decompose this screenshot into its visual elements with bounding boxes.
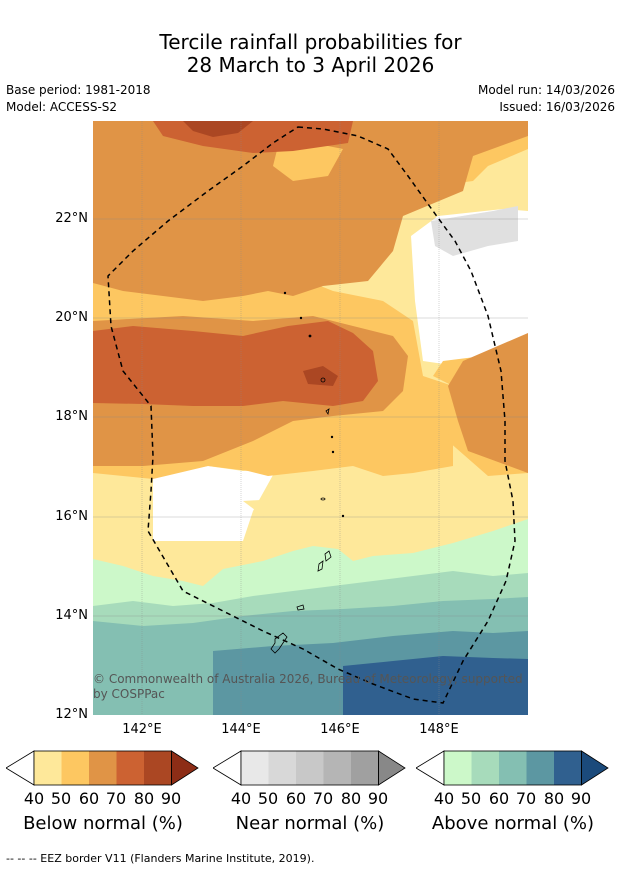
above-normal-label: Above normal (%) [431, 813, 595, 834]
map-title-line-1: Tercile rainfall probabilities for [159, 30, 462, 54]
colorbar-below-normal [6, 750, 199, 786]
lat-label-22n: 22°N [55, 211, 88, 226]
below-tick-50: 50 [50, 789, 72, 808]
above-swatch-3 [499, 751, 527, 785]
above-tick-40: 40 [433, 789, 455, 808]
near-tick-40: 40 [230, 789, 252, 808]
above-tick-80: 80 [543, 789, 565, 808]
near-swatch-6 [378, 751, 405, 785]
region-below-40-50-south [243, 496, 453, 531]
region-near-normal-east [431, 206, 518, 256]
near-swatch-3 [296, 751, 324, 785]
lat-label-12n: 12°N [55, 707, 88, 722]
lon-label-144e: 144°E [221, 722, 261, 737]
region-below-80-90-north [183, 121, 253, 137]
above-swatch-5 [554, 751, 582, 785]
probability-map [93, 121, 528, 715]
below-swatch-5 [144, 751, 172, 785]
region-no-signal-central [153, 466, 278, 541]
below-tick-60: 60 [78, 789, 100, 808]
region-below-80-90-central [303, 366, 338, 386]
lon-label-142e: 142°E [122, 722, 162, 737]
region-below-60-70-east [448, 333, 528, 473]
near-swatch-1 [241, 751, 269, 785]
near-swatch-5 [351, 751, 379, 785]
below-swatch-1 [34, 751, 62, 785]
near-swatch-4 [323, 751, 351, 785]
near-tick-50: 50 [257, 789, 279, 808]
lat-label-18n: 18°N [55, 409, 88, 424]
issued-date: Issued: 16/03/2026 [499, 100, 615, 114]
map-credit: © Commonwealth of Australia 2026, Bureau… [93, 672, 523, 702]
model-name: Model: ACCESS-S2 [6, 100, 118, 114]
below-swatch-2 [61, 751, 89, 785]
near-normal-label: Near normal (%) [235, 813, 385, 834]
model-run-date: Model run: 14/03/2026 [477, 83, 615, 97]
above-swatch-2 [471, 751, 499, 785]
above-tick-70: 70 [515, 789, 537, 808]
below-swatch-3 [89, 751, 117, 785]
near-tick-70: 70 [312, 789, 334, 808]
credit-line-2: by COSPPac [93, 687, 165, 701]
above-tick-60: 60 [488, 789, 510, 808]
above-swatch-1 [444, 751, 472, 785]
eez-footnote: -- -- -- EEZ border V11 (Flanders Marine… [6, 852, 315, 865]
lat-label-20n: 20°N [55, 310, 88, 325]
below-tick-70: 70 [105, 789, 127, 808]
near-tick-80: 80 [340, 789, 362, 808]
near-tick-60: 60 [285, 789, 307, 808]
below-tick-80: 80 [133, 789, 155, 808]
credit-line-1: © Commonwealth of Australia 2026, Bureau… [93, 672, 523, 686]
below-tick-40: 40 [23, 789, 45, 808]
base-period: Base period: 1981-2018 [6, 83, 151, 97]
below-tick-90: 90 [160, 789, 182, 808]
below-normal-label: Below normal (%) [23, 813, 183, 834]
region-above-80-90 [343, 656, 528, 715]
lon-label-146e: 146°E [320, 722, 360, 737]
above-swatch-6 [581, 751, 608, 785]
near-swatch-2 [268, 751, 296, 785]
lon-label-148e: 148°E [419, 722, 459, 737]
lat-label-14n: 14°N [55, 608, 88, 623]
colorbar-near-normal [213, 750, 406, 786]
eez-border [107, 126, 516, 704]
lat-label-16n: 16°N [55, 509, 88, 524]
islands [270, 291, 345, 654]
region-below-70-80-central [93, 321, 378, 406]
colorbar-above-normal [416, 750, 609, 786]
above-swatch-4 [526, 751, 554, 785]
below-swatch-4 [116, 751, 144, 785]
above-tick-50: 50 [460, 789, 482, 808]
above-tick-90: 90 [570, 789, 592, 808]
below-swatch-6 [171, 751, 198, 785]
near-tick-90: 90 [367, 789, 389, 808]
map-title-line-2: 28 March to 3 April 2026 [186, 53, 435, 77]
